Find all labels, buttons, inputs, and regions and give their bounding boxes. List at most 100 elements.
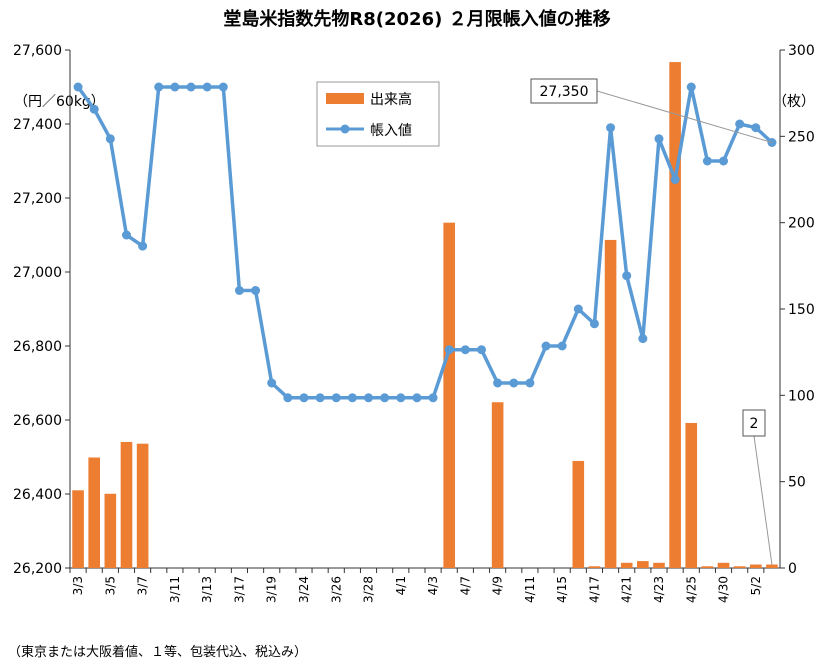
settlement-point [283,393,293,403]
legend-label-volume: 出来高 [370,91,412,108]
volume-bar [766,564,778,568]
settlement-point [89,104,99,114]
x-tick-label: 4/17 [587,576,601,603]
volume-bar [653,562,665,568]
legend-marker-settlement [340,124,350,134]
settlement-point [589,319,599,329]
x-tick-label: 4/30 [717,576,731,603]
settlement-point [396,393,406,403]
volume-bar [104,493,117,568]
volume-bar [72,490,84,568]
right-tick-label: 0 [788,561,797,577]
settlement-point [299,393,309,403]
volume-bar [572,460,585,568]
volume-bars [72,62,778,568]
volume-bar [620,562,633,568]
footnote: （東京または大阪着値、１等、包装代込、税込み） [8,644,307,660]
settlement-point [476,345,486,355]
left-tick-label: 26,200 [13,561,62,577]
x-tick-label: 4/11 [523,576,537,603]
volume-bar [443,222,456,568]
settlement-point [670,175,680,184]
chart-title: 堂島米指数先物R8(2026) ２月限帳入値の推移 [223,8,610,30]
settlement-point [267,378,277,388]
x-tick-label: 4/23 [652,576,666,603]
x-tick-label: 3/28 [362,576,376,603]
settlement-point [428,393,438,403]
x-tick-label: 5/2 [749,576,763,595]
right-axis-unit: （枚） [773,94,815,110]
settlement-point [509,378,519,388]
settlement-point [460,345,470,355]
legend-box [316,81,440,147]
settlement-point [380,393,390,403]
volume-bar [88,457,101,568]
settlement-point [606,123,616,133]
settlement-point [444,345,454,355]
volume-bar [669,62,681,568]
volume-bar [604,239,617,568]
settlement-point [654,134,664,144]
right-tick-label: 200 [788,216,815,232]
settlement-point [170,82,180,92]
volume-bar [685,422,698,568]
x-tick-label: 3/13 [200,576,214,603]
settlement-point [719,156,729,166]
legend-swatch-volume [326,93,364,104]
annotation-leader-price [596,90,773,143]
left-tick-label: 26,400 [13,487,62,503]
settlement-point [347,393,357,403]
right-tick-label: 100 [788,388,815,404]
annotation-last-volume: 2 [742,409,773,565]
settlement-point [186,82,196,92]
x-tick-label: 3/26 [329,576,343,603]
settlement-point [573,304,583,314]
x-tick-label: 4/15 [555,576,569,603]
settlement-point [364,393,374,403]
volume-bar [637,561,649,568]
x-tick-label: 3/7 [136,576,150,595]
volume-bar [588,566,601,568]
settlement-point [315,393,325,403]
volume-bar [717,562,730,568]
legend-label-settlement: 帳入値 [370,123,412,139]
settlement-point [73,82,83,92]
left-tick-label: 27,000 [13,265,62,281]
right-tick-label: 50 [788,475,806,491]
settlement-point [702,156,712,166]
settlement-point [105,134,115,144]
left-axis-unit: （円／60kg） [14,94,105,110]
volume-bar [733,566,746,568]
right-tick-label: 300 [788,43,815,59]
left-tick-label: 26,800 [13,339,62,355]
volume-bar [749,564,762,568]
left-tick-label: 26,600 [13,413,62,429]
settlement-point [138,241,148,251]
x-tick-label: 4/9 [491,576,505,595]
volume-bar [120,441,133,568]
annotation-box-price [530,78,598,104]
settlement-point [541,341,551,351]
settlement-point [686,82,696,92]
x-tick-label: 4/3 [426,576,440,595]
x-tick-label: 4/25 [684,576,698,603]
settlement-point [525,378,535,388]
settlement-point [121,230,131,240]
settlement-point [557,341,567,351]
settlement-point [218,82,228,92]
settlement-point [735,119,745,129]
annotation-box-volume [742,409,766,437]
settlement-point [331,393,341,403]
volume-bar [701,566,714,568]
annotation-leader-volume [753,435,773,565]
x-tick-label: 4/21 [620,576,634,603]
settlement-point [638,334,648,344]
x-tick-label: 3/11 [168,576,182,603]
x-tick-label: 3/5 [103,576,117,595]
annotation-text-price: 27,350 [540,84,589,100]
x-tick-label: 3/19 [265,576,279,603]
settlement-point [622,271,632,281]
settlement-line [73,82,777,403]
settlement-point [251,286,261,295]
